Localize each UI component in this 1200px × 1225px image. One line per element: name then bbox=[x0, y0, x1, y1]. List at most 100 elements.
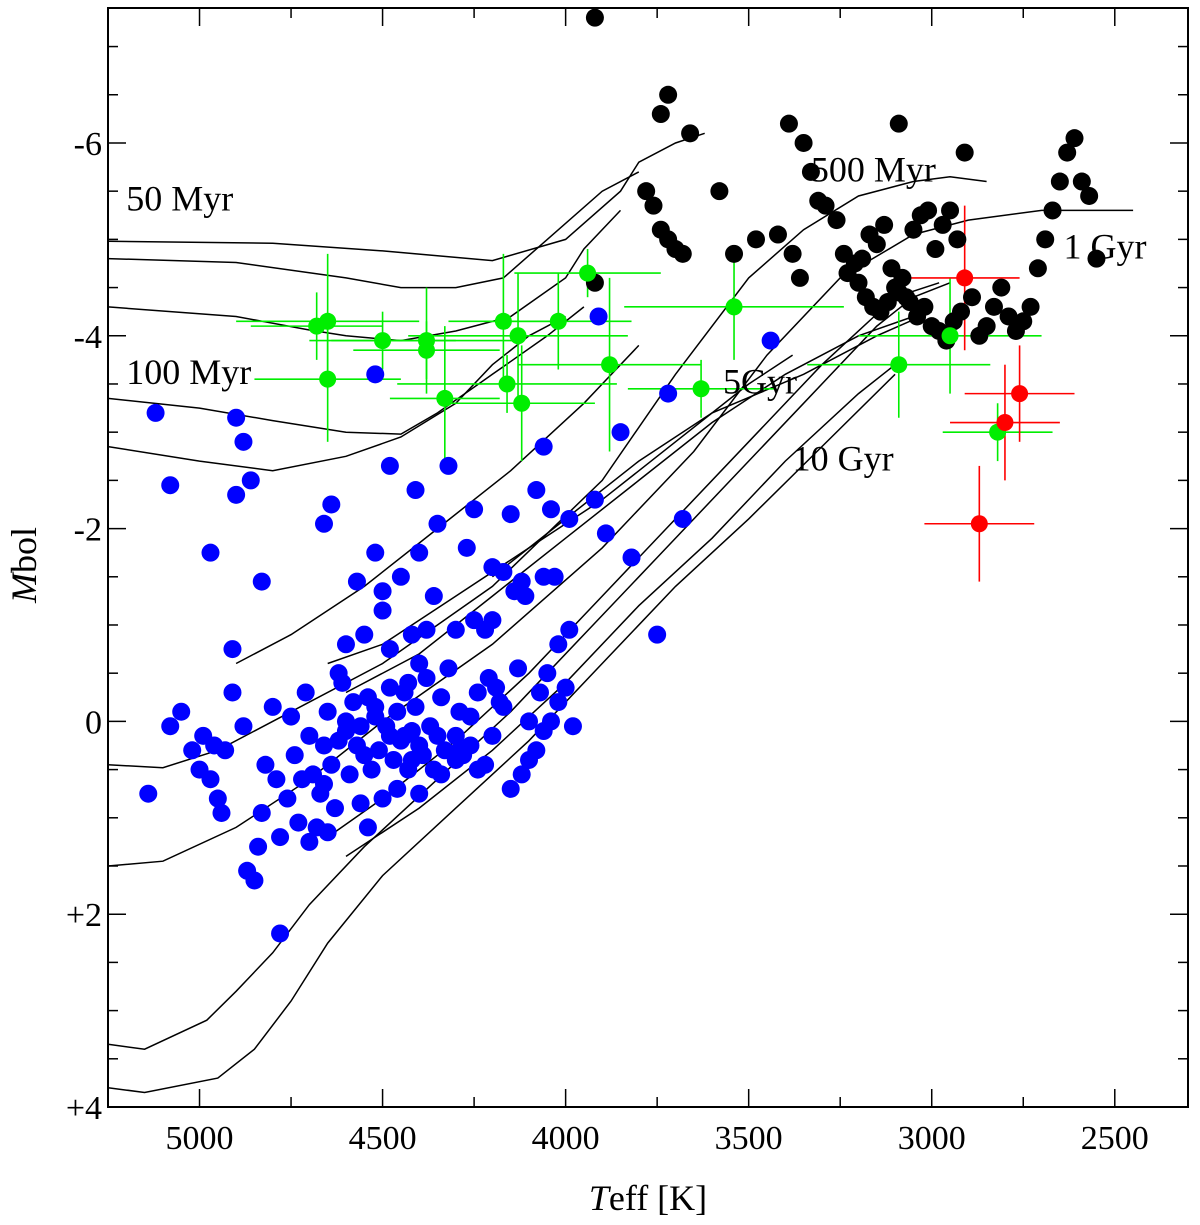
isochrone-line bbox=[108, 306, 585, 435]
blue-point bbox=[252, 572, 271, 591]
black-point bbox=[794, 133, 813, 152]
blue-point bbox=[446, 726, 465, 745]
blue-point bbox=[406, 481, 425, 500]
green-point bbox=[418, 341, 436, 359]
black-point bbox=[853, 249, 872, 268]
blue-point bbox=[560, 620, 579, 639]
x-tick-label: 4500 bbox=[349, 1120, 417, 1157]
blue-point bbox=[501, 779, 520, 798]
tick-labels: 5000 4500 4000 3500 3000 2500 +4 +2 0 -2 -4 -6 bbox=[66, 126, 1149, 1157]
blue-point bbox=[648, 625, 667, 644]
blue-point bbox=[325, 799, 344, 818]
blue-point bbox=[589, 307, 608, 326]
red-point bbox=[956, 269, 974, 287]
blue-point bbox=[201, 770, 220, 789]
blue-point bbox=[534, 437, 553, 456]
blue-point bbox=[300, 832, 319, 851]
blue-point bbox=[402, 750, 421, 769]
blue-point bbox=[465, 500, 484, 519]
blue-point bbox=[527, 481, 546, 500]
blue-point bbox=[271, 828, 290, 847]
blue-point bbox=[410, 543, 429, 562]
isochrone-line bbox=[345, 364, 896, 858]
black-point bbox=[915, 297, 934, 316]
blue-point bbox=[227, 408, 246, 427]
blue-point bbox=[560, 509, 579, 528]
black-point bbox=[941, 201, 960, 220]
blue-point bbox=[659, 384, 678, 403]
blue-point bbox=[366, 365, 385, 384]
black-point bbox=[673, 244, 692, 263]
blue-point bbox=[278, 789, 297, 808]
blue-point bbox=[234, 717, 253, 736]
blue-point bbox=[461, 707, 480, 726]
blue-point bbox=[362, 760, 381, 779]
blue-point bbox=[520, 712, 539, 731]
black-point bbox=[710, 182, 729, 201]
black-point bbox=[889, 114, 908, 133]
blue-point bbox=[531, 683, 549, 702]
blue-point bbox=[761, 331, 780, 350]
black-point bbox=[644, 196, 663, 215]
blue-point bbox=[391, 567, 410, 586]
black-point bbox=[651, 105, 670, 124]
blue-point bbox=[410, 654, 429, 673]
plot-border bbox=[107, 7, 1189, 1108]
green-point bbox=[725, 298, 743, 316]
blue-point bbox=[487, 678, 506, 697]
black-point bbox=[875, 215, 894, 234]
blue-point bbox=[373, 789, 392, 808]
black-point bbox=[681, 124, 700, 143]
black-point bbox=[659, 85, 678, 104]
black-point bbox=[878, 293, 897, 312]
blue-point bbox=[461, 736, 480, 755]
blue-point bbox=[249, 837, 268, 856]
blue-point bbox=[366, 543, 385, 562]
blue-point bbox=[208, 789, 227, 808]
blue-point bbox=[512, 572, 531, 591]
black-point bbox=[1065, 129, 1084, 148]
green-point bbox=[509, 327, 527, 345]
blue-point bbox=[161, 717, 180, 736]
isochrone-label: 1 Gyr bbox=[1064, 227, 1147, 267]
blue-point bbox=[227, 485, 246, 504]
blue-point bbox=[457, 538, 476, 557]
black-point bbox=[900, 293, 919, 312]
black-point bbox=[893, 268, 912, 287]
black-point bbox=[984, 297, 1003, 316]
blue-point bbox=[395, 726, 414, 745]
black-point bbox=[999, 307, 1018, 326]
blue-point bbox=[212, 803, 231, 822]
blue-point bbox=[336, 712, 355, 731]
black-point bbox=[963, 288, 981, 307]
blue-point bbox=[380, 678, 399, 697]
blue-point bbox=[380, 726, 399, 745]
blue-point bbox=[494, 697, 513, 716]
blue-point bbox=[596, 524, 615, 543]
green-point bbox=[319, 370, 337, 388]
blue-point bbox=[563, 717, 582, 736]
isochrone-line bbox=[108, 132, 705, 262]
black-point bbox=[1058, 143, 1077, 162]
blue-point bbox=[585, 490, 604, 509]
blue-point bbox=[322, 495, 341, 514]
black-point bbox=[926, 240, 945, 259]
black-point bbox=[1072, 172, 1091, 191]
isochrone-label: 100 Myr bbox=[126, 352, 251, 392]
black-point bbox=[992, 278, 1011, 297]
blue-point bbox=[509, 659, 528, 678]
y-axis-label-italic: M bbox=[4, 571, 44, 604]
blue-point bbox=[161, 476, 180, 495]
blue-point bbox=[358, 818, 377, 837]
black-point bbox=[952, 302, 971, 321]
data-points bbox=[139, 8, 1106, 943]
black-point bbox=[637, 182, 656, 201]
black-point bbox=[1028, 259, 1047, 278]
blue-point bbox=[483, 611, 502, 630]
blue-point bbox=[223, 683, 242, 702]
black-point bbox=[867, 235, 886, 254]
blue-point bbox=[223, 640, 242, 659]
blue-point bbox=[439, 456, 458, 475]
blue-point bbox=[611, 423, 630, 442]
